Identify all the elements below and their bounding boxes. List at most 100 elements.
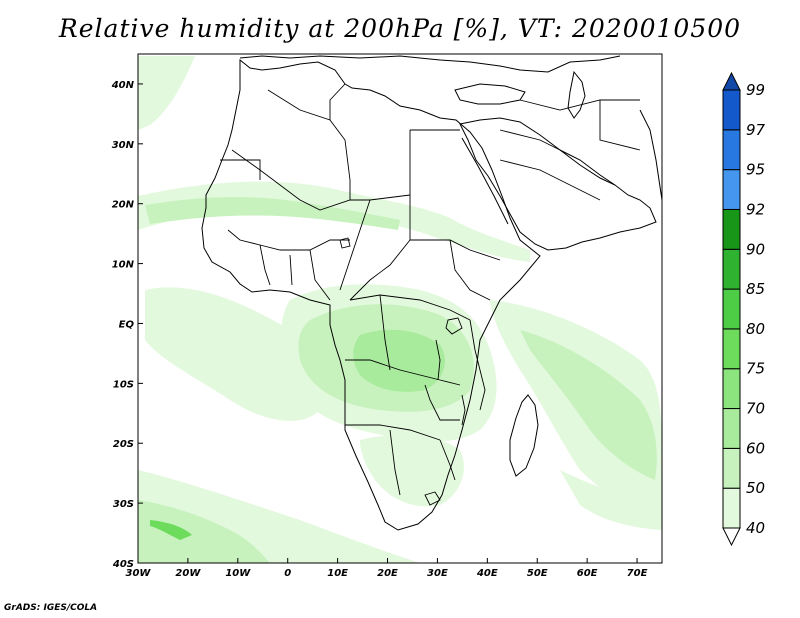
border-line bbox=[599, 100, 641, 151]
colorbar-label: 70 bbox=[746, 400, 765, 418]
colorbar-swatch bbox=[722, 487, 741, 529]
colorbar-swatch bbox=[722, 169, 741, 210]
colorbar-label: 97 bbox=[746, 121, 766, 139]
colorbar-swatch bbox=[722, 368, 741, 410]
lat-tick-label: 10S bbox=[113, 379, 134, 390]
country-borders bbox=[220, 83, 641, 496]
colorbar-label: 85 bbox=[746, 280, 765, 298]
south-africa-patch bbox=[360, 434, 464, 507]
europe-coastline bbox=[239, 55, 621, 73]
lesotho bbox=[424, 491, 441, 506]
lat-tick-label: 20S bbox=[113, 439, 134, 450]
south-east-band bbox=[560, 470, 662, 530]
lat-tick-label: 30S bbox=[113, 499, 134, 510]
credit-label: GrADS: IGES/COLA bbox=[4, 603, 98, 613]
colorbar-label: 50 bbox=[746, 479, 765, 497]
border-line bbox=[345, 424, 441, 441]
border-line bbox=[519, 99, 640, 111]
humidity-shading bbox=[138, 56, 662, 563]
india-coastline bbox=[639, 109, 662, 201]
colorbar-swatch bbox=[722, 288, 741, 330]
colorbar-swatch bbox=[722, 129, 741, 171]
border-line bbox=[227, 229, 350, 251]
africa-coastline bbox=[201, 58, 541, 531]
lat-tick-label: 10N bbox=[112, 260, 135, 271]
border-line bbox=[267, 89, 351, 200]
border-line bbox=[499, 159, 601, 201]
north-band-inner bbox=[145, 196, 400, 230]
colorbar-min-triangle bbox=[722, 527, 741, 547]
turkey-coastline bbox=[454, 83, 526, 105]
west-top-band bbox=[138, 56, 195, 130]
red-sea-line bbox=[461, 137, 509, 225]
colorbar-max-triangle bbox=[722, 71, 741, 91]
colorbar-label: 75 bbox=[746, 360, 765, 378]
colorbar-swatch bbox=[722, 248, 741, 290]
border-line bbox=[349, 239, 411, 301]
map-title: Relative humidity at 200hPa [%], VT: 202… bbox=[58, 14, 742, 43]
colorbar-swatch bbox=[722, 208, 741, 250]
indian-ocean-band bbox=[490, 300, 662, 520]
border-line bbox=[345, 359, 461, 386]
lon-tick-label: 10E bbox=[327, 568, 348, 579]
border-line bbox=[309, 249, 331, 301]
colorbar-label: 92 bbox=[746, 200, 765, 218]
colorbar-label: 40 bbox=[746, 519, 765, 537]
border-line bbox=[379, 294, 391, 371]
lon-tick-label: 40E bbox=[476, 568, 498, 579]
map-frame bbox=[137, 53, 663, 564]
persian-gulf bbox=[559, 149, 616, 186]
colorbar-swatch bbox=[722, 447, 741, 489]
caspian-coastline bbox=[567, 70, 586, 119]
colorbar-label: 95 bbox=[746, 161, 765, 179]
border-line bbox=[449, 239, 491, 301]
lake-tanganyika bbox=[435, 339, 441, 381]
southern-band-inner bbox=[138, 500, 270, 563]
lon-tick-label: 0 bbox=[284, 568, 291, 579]
lon-tick-label: 10W bbox=[225, 568, 251, 579]
border-line bbox=[259, 244, 271, 286]
central-africa-core bbox=[353, 329, 445, 392]
lake-victoria bbox=[445, 317, 463, 335]
border-line bbox=[220, 159, 261, 180]
southern-band-core bbox=[150, 520, 192, 540]
lon-tick-label: 20E bbox=[377, 568, 398, 579]
lon-tick-label: 30E bbox=[427, 568, 448, 579]
lake-malawi bbox=[461, 394, 466, 426]
lake-chad bbox=[339, 237, 351, 249]
border-line bbox=[339, 199, 371, 291]
lakes bbox=[339, 237, 466, 506]
lon-tick-label: 60E bbox=[577, 568, 598, 579]
lon-tick-label: 20W bbox=[175, 568, 201, 579]
madagascar-coastline bbox=[509, 394, 539, 477]
lon-tick-label: 70E bbox=[627, 568, 648, 579]
coastlines bbox=[201, 55, 662, 531]
lat-tick-label: 20N bbox=[112, 200, 135, 211]
colorbar-swatch bbox=[722, 328, 741, 370]
lon-tick-label: 50E bbox=[527, 568, 548, 579]
border-line bbox=[329, 83, 346, 120]
border-line bbox=[389, 429, 401, 496]
lat-tick-label: 40N bbox=[111, 80, 135, 91]
border-line bbox=[439, 439, 456, 481]
colorbar-label: 99 bbox=[746, 81, 765, 99]
colorbar-swatch bbox=[722, 89, 741, 131]
atlantic-patch bbox=[145, 287, 324, 421]
border-line bbox=[499, 129, 561, 151]
border-line bbox=[289, 254, 293, 286]
border-line bbox=[424, 384, 460, 421]
lat-axis: 40N 30N 20N 10N EQ 10S 20S 30S 40S bbox=[111, 80, 143, 570]
arabia-coastline bbox=[459, 117, 657, 251]
border-line bbox=[410, 239, 501, 261]
border-line bbox=[469, 319, 486, 411]
lat-tick-label: EQ bbox=[119, 319, 135, 330]
colorbar: 40 50 60 70 75 80 85 90 92 95 97 99 bbox=[722, 71, 766, 547]
border-line bbox=[349, 294, 471, 321]
colorbar-swatch bbox=[722, 408, 741, 449]
colorbar-label: 60 bbox=[746, 439, 765, 457]
lon-tick-label: 30W bbox=[126, 568, 152, 579]
indian-ocean-inner bbox=[520, 330, 657, 480]
lon-axis: 30W 20W 10W 0 10E 20E 30E 40E 50E 60E 70E bbox=[126, 558, 648, 579]
colorbar-label: 90 bbox=[746, 240, 765, 258]
